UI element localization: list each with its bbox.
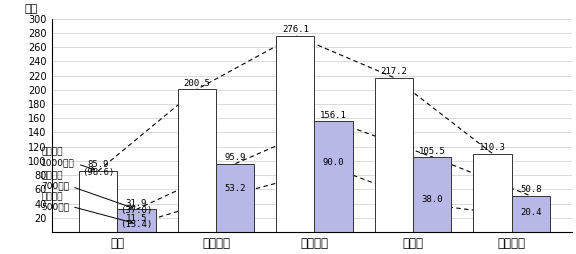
Text: 217.2: 217.2 (381, 67, 407, 76)
Bar (79, 171, 118, 232)
Text: 給与収入
1000万円: 給与収入 1000万円 (41, 148, 94, 170)
Text: (13.4): (13.4) (120, 220, 153, 229)
Text: 85.9: 85.9 (88, 161, 109, 169)
Bar (276, 36, 314, 232)
Bar (413, 157, 452, 232)
Bar (314, 121, 353, 232)
Text: 38.0: 38.0 (422, 195, 443, 204)
Text: 95.9: 95.9 (225, 153, 246, 162)
Bar (375, 77, 413, 232)
Text: (98.6): (98.6) (82, 168, 115, 177)
Text: 276.1: 276.1 (282, 25, 309, 34)
Y-axis label: 万円: 万円 (24, 4, 37, 14)
Text: 200.5: 200.5 (183, 79, 210, 88)
Text: 給与収入
700万円: 給与収入 700万円 (41, 171, 133, 209)
Bar (216, 164, 254, 232)
Text: 11.5: 11.5 (126, 214, 147, 223)
Bar (118, 209, 156, 232)
Text: 156.1: 156.1 (320, 110, 347, 120)
Text: 50.8: 50.8 (520, 185, 541, 194)
Text: 110.3: 110.3 (479, 143, 506, 152)
Bar (511, 196, 550, 232)
Text: 105.5: 105.5 (419, 147, 446, 155)
Text: 53.2: 53.2 (225, 184, 246, 194)
Text: (37.0): (37.0) (120, 206, 153, 215)
Text: 90.0: 90.0 (323, 158, 344, 167)
Bar (177, 89, 216, 232)
Bar (473, 154, 511, 232)
Text: 20.4: 20.4 (520, 208, 541, 217)
Text: 31.9: 31.9 (126, 199, 147, 208)
Text: 給与収入
500万円: 給与収入 500万円 (41, 193, 133, 224)
